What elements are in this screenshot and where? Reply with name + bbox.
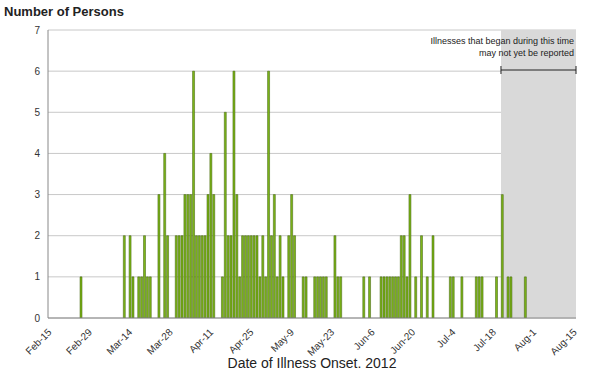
- svg-text:Apr-25: Apr-25: [227, 326, 256, 355]
- svg-text:Jul-18: Jul-18: [471, 326, 498, 353]
- svg-text:Jul-4: Jul-4: [435, 326, 458, 349]
- svg-text:Illnesses that began during th: Illnesses that began during this time: [430, 36, 574, 46]
- svg-text:Mar-14: Mar-14: [104, 326, 134, 356]
- svg-text:0: 0: [34, 313, 40, 324]
- svg-text:Feb-15: Feb-15: [24, 326, 54, 356]
- svg-text:May-23: May-23: [305, 326, 337, 358]
- svg-text:3: 3: [34, 189, 40, 200]
- svg-text:Apr-11: Apr-11: [187, 326, 216, 355]
- svg-text:6: 6: [34, 66, 40, 77]
- svg-text:Date of Illness Onset, 2012: Date of Illness Onset, 2012: [228, 355, 397, 368]
- svg-text:may not yet be reported: may not yet be reported: [479, 48, 574, 58]
- svg-text:5: 5: [34, 107, 40, 118]
- svg-text:1: 1: [34, 271, 40, 282]
- svg-text:Mar-28: Mar-28: [145, 326, 175, 356]
- svg-text:4: 4: [34, 148, 40, 159]
- svg-text:Jun-20: Jun-20: [388, 326, 418, 356]
- svg-text:Aug-15: Aug-15: [548, 326, 579, 357]
- svg-text:May-9: May-9: [269, 326, 297, 354]
- svg-text:Jun-6: Jun-6: [351, 326, 377, 352]
- svg-text:Feb-29: Feb-29: [64, 326, 94, 356]
- svg-text:2: 2: [34, 230, 40, 241]
- html-text:Number of Persons: Number of Persons: [4, 4, 124, 19]
- svg-text:Aug-1: Aug-1: [512, 326, 539, 353]
- svg-text:7: 7: [34, 25, 40, 36]
